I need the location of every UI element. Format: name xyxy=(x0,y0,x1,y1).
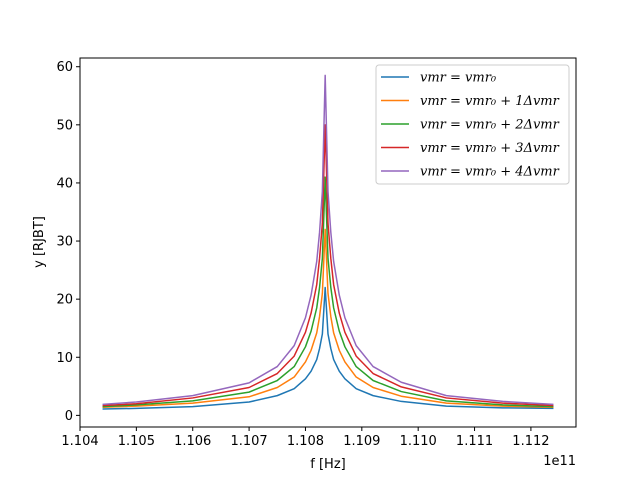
y-axis-ticks: 0 10 20 30 40 50 60 xyxy=(56,60,80,424)
x-axis-label: f [Hz] xyxy=(310,457,345,472)
legend-label: vmr = vmr₀ + 2Δvmr xyxy=(420,118,560,133)
axes-frame xyxy=(79,57,577,428)
x-axis-offset-label: 1e11 xyxy=(543,454,576,469)
y-tick-label: 30 xyxy=(56,235,73,250)
series-line-0 xyxy=(102,286,554,410)
y-tick-label: 10 xyxy=(56,351,73,366)
y-tick-label: 50 xyxy=(56,118,73,133)
series-line-2 xyxy=(102,176,554,408)
x-tick-label: 1.105 xyxy=(118,434,155,449)
x-tick-label: 1.110 xyxy=(400,434,437,449)
x-tick-label: 1.108 xyxy=(287,434,324,449)
y-tick-label: 40 xyxy=(56,176,73,191)
x-tick-label: 1.107 xyxy=(230,434,267,449)
x-tick-label: 1.112 xyxy=(512,434,549,449)
y-tick-label: 0 xyxy=(65,409,73,424)
legend-label: vmr = vmr₀ xyxy=(420,71,497,86)
series-line-1 xyxy=(102,228,554,408)
legend-label: vmr = vmr₀ + 3Δvmr xyxy=(420,141,560,156)
plot-area xyxy=(79,57,577,428)
series-line-3 xyxy=(102,124,554,407)
x-tick-label: 1.109 xyxy=(343,434,380,449)
x-tick-label: 1.106 xyxy=(174,434,211,449)
y-tick-label: 20 xyxy=(56,293,73,308)
x-axis-ticks: 1.104 1.105 1.106 1.107 1.108 1.109 1.110 1.111… xyxy=(61,427,550,449)
legend-label: vmr = vmr₀ + 4Δvmr xyxy=(420,165,560,180)
y-tick-label: 60 xyxy=(56,60,73,75)
legend: vmr = vmr₀ vmr = vmr₀ + 1Δvmr vmr = vmr₀ +… xyxy=(375,64,570,185)
x-tick-label: 1.111 xyxy=(456,434,493,449)
legend-label: vmr = vmr₀ + 1Δvmr xyxy=(420,94,560,109)
series-layer xyxy=(102,74,554,410)
legend-items: vmr = vmr₀ vmr = vmr₀ + 1Δvmr vmr = vmr₀ +… xyxy=(381,71,560,180)
series-line-4 xyxy=(102,74,554,406)
y-axis-label: y [RJBT] xyxy=(32,216,47,268)
legend-box xyxy=(375,64,570,185)
x-tick-label: 1.104 xyxy=(61,434,98,449)
